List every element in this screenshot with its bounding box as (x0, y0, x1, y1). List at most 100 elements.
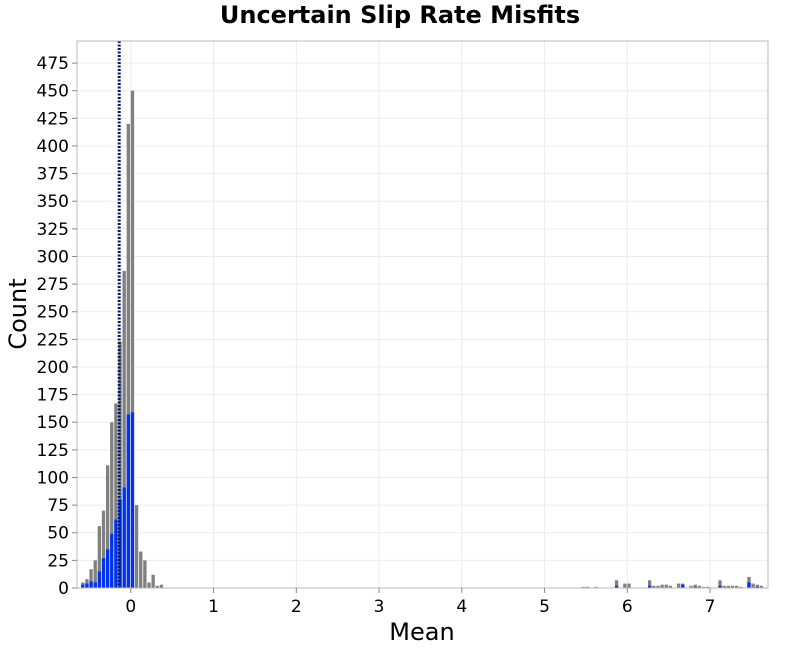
y-tick-label: 325 (37, 220, 69, 240)
histogram-bar (134, 505, 139, 588)
histogram-bar (585, 586, 590, 588)
histogram-bar (110, 533, 114, 588)
histogram-bar (93, 560, 97, 588)
histogram-bar (664, 584, 668, 588)
y-tick-label: 450 (37, 82, 69, 102)
x-tick-label: 1 (208, 597, 219, 617)
y-tick-label: 275 (37, 275, 69, 295)
histogram-bar (722, 585, 726, 588)
histogram-bar (126, 414, 130, 588)
histogram-bar (85, 583, 89, 588)
histogram-bar (97, 526, 102, 588)
histogram-bar (159, 584, 164, 588)
histogram-bar (697, 585, 701, 588)
histogram-bar (114, 519, 118, 588)
histogram-bar (652, 585, 656, 588)
histogram-bar (89, 569, 93, 588)
y-tick-label: 425 (37, 109, 69, 129)
y-tick-label: 25 (47, 551, 69, 571)
histogram-bar (126, 123, 130, 588)
y-tick-label: 475 (37, 54, 69, 74)
histogram-bar (143, 560, 147, 588)
histogram-bar (155, 585, 159, 588)
histogram-bar (130, 90, 135, 589)
histogram-bar (693, 586, 697, 588)
histogram-bar (614, 580, 619, 588)
histogram-bar (648, 585, 652, 588)
histogram-bar (130, 412, 135, 588)
histogram-bar (681, 584, 685, 588)
x-tick-label: 4 (456, 597, 467, 617)
histogram-bar (747, 582, 751, 588)
histogram-bar (122, 270, 126, 588)
histogram-bar (81, 584, 85, 588)
histogram-bar (701, 586, 706, 588)
histogram-bar (718, 585, 722, 588)
histogram-bar (627, 583, 631, 588)
x-tick-label: 7 (705, 597, 716, 617)
histogram-bar (114, 403, 118, 588)
y-tick-label: 300 (37, 247, 69, 267)
histogram-bar (656, 585, 660, 588)
histogram-bar (594, 586, 598, 588)
y-tick-label: 50 (47, 524, 69, 544)
y-tick-label: 400 (37, 137, 69, 157)
histogram-bar (759, 585, 764, 588)
histogram-bar (122, 487, 126, 588)
histogram-bar (739, 586, 743, 588)
histogram-bar (755, 584, 759, 588)
histogram-bar (623, 583, 627, 588)
histogram-bar (705, 586, 710, 588)
histogram-bar (97, 571, 102, 588)
histogram-bar (648, 580, 652, 588)
histogram-bar (734, 585, 739, 588)
y-tick-label: 375 (37, 165, 69, 185)
histogram-bar (581, 586, 586, 588)
x-tick-label: 3 (374, 597, 385, 617)
x-tick-label: 0 (125, 597, 136, 617)
histogram-bar (614, 585, 619, 588)
y-tick-label: 250 (37, 303, 69, 323)
histogram-bar (676, 583, 681, 588)
x-tick-label: 2 (291, 597, 302, 617)
y-tick-label: 75 (47, 496, 69, 516)
y-tick-label: 350 (37, 192, 69, 212)
histogram-bar (755, 586, 759, 588)
y-tick-label: 225 (37, 330, 69, 350)
histogram-bar (668, 585, 673, 588)
histogram-bar (93, 582, 97, 588)
x-axis-label: Mean (389, 618, 454, 646)
y-tick-label: 175 (37, 386, 69, 406)
histogram-bar (689, 585, 693, 588)
y-tick-label: 125 (37, 441, 69, 461)
histogram-bar (660, 584, 664, 588)
histogram-bar (101, 558, 106, 588)
histogram-bar (726, 585, 730, 588)
histogram-bar (718, 580, 722, 588)
bars-subset-series (81, 412, 759, 588)
histogram-bar (89, 581, 93, 588)
plot-area-border (76, 40, 769, 589)
histogram-bar (105, 465, 110, 588)
histogram-bar (751, 583, 755, 588)
histogram-bar (105, 549, 110, 588)
x-tick-label: 6 (622, 597, 633, 617)
histogram-bar (139, 551, 143, 588)
y-tick-label: 150 (37, 413, 69, 433)
y-axis-ticks: 0 25 50 75 100 125 150 175 200 225 250 275 300 325 350… (37, 54, 77, 599)
histogram-bar (101, 510, 106, 588)
y-axis-label: Count (4, 278, 32, 349)
histogram-bar (151, 574, 155, 588)
y-tick-label: 0 (58, 579, 69, 599)
y-tick-label: 200 (37, 358, 69, 378)
histogram-bar (693, 584, 697, 588)
chart-title: Uncertain Slip Rate Misfits (220, 1, 580, 29)
histogram-bar (118, 499, 122, 588)
histogram-bar (147, 582, 151, 588)
y-tick-label: 100 (37, 468, 69, 488)
histogram-bar (730, 585, 735, 588)
x-axis-ticks: 0 1 2 3 4 5 6 7 (125, 588, 715, 617)
x-tick-label: 5 (539, 597, 550, 617)
histogram-bar (110, 422, 114, 588)
